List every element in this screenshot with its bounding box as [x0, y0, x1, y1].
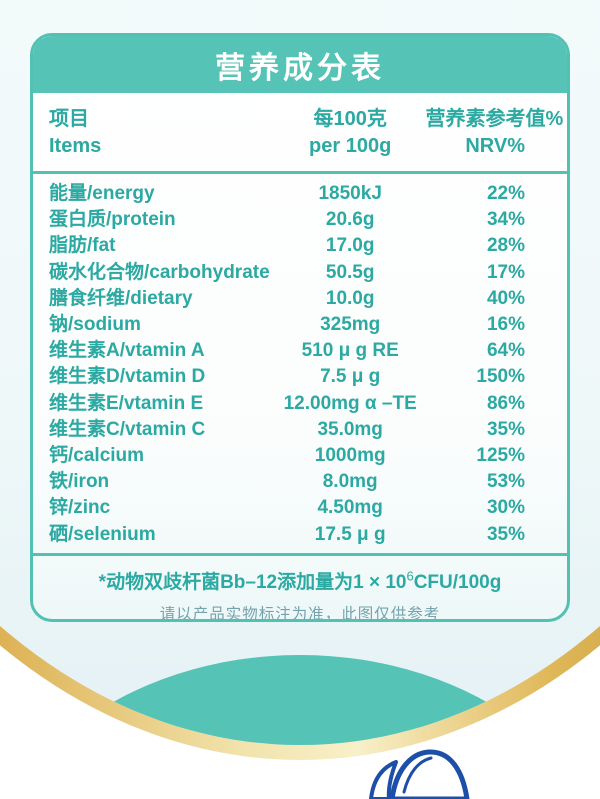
- column-nrv-en: NRV%: [465, 135, 525, 157]
- row-value: 8.0mg: [322, 471, 378, 493]
- footnote-superscript: 6: [406, 568, 414, 584]
- row-value: 10.0g: [325, 287, 375, 309]
- row-nrv: 150%: [476, 366, 525, 388]
- row-nrv: 35%: [486, 523, 525, 545]
- row-value: 35.0mg: [317, 418, 383, 440]
- table-row: 锌/zinc 4.50mg 30%: [49, 495, 551, 521]
- table-row: 维生素E/vtamin E 12.00mg α –TE 86%: [49, 391, 551, 417]
- column-header-items: 项目 Items: [49, 106, 275, 160]
- row-nrv: 17%: [486, 261, 525, 283]
- table-row: 钠/sodium 325mg 16%: [49, 312, 551, 338]
- row-value: 1000mg: [314, 445, 386, 467]
- row-nrv: 125%: [476, 445, 525, 467]
- row-item: 维生素D/vtamin D: [49, 366, 206, 388]
- table-row: 铁/iron 8.0mg 53%: [49, 469, 551, 495]
- column-per100g-en: per 100g: [309, 135, 392, 157]
- row-item: 蛋白质/protein: [49, 209, 176, 231]
- column-header-row: 项目 Items 每100克 per 100g 营养素参考值% NRV%: [33, 93, 567, 171]
- table-row: 维生素A/vtamin A 510 μ g RE 64%: [49, 338, 551, 364]
- row-nrv: 30%: [486, 497, 525, 519]
- row-value: 12.00mg α –TE: [283, 392, 417, 414]
- row-value: 325mg: [320, 314, 381, 336]
- column-nrv-zh: 营养素参考值%: [425, 108, 564, 130]
- row-nrv: 40%: [486, 287, 525, 309]
- footnote-text-suffix: CFU/100g: [413, 571, 502, 593]
- row-value: 510 μ g RE: [301, 340, 399, 362]
- column-header-per100g: 每100克 per 100g: [275, 106, 426, 160]
- header-divider: [33, 171, 567, 174]
- table-row: 蛋白质/protein 20.6g 34%: [49, 207, 551, 233]
- footer-divider: [33, 552, 567, 556]
- row-value: 4.50mg: [317, 497, 383, 519]
- row-nrv: 64%: [486, 340, 525, 362]
- row-item: 能量/energy: [49, 183, 155, 204]
- row-item: 脂肪/fat: [49, 235, 116, 257]
- table-row: 能量/energy 1850kJ 22%: [49, 181, 551, 207]
- row-item: 锌/zinc: [49, 497, 111, 519]
- row-value: 17.0g: [325, 235, 375, 257]
- table-row: 膳食纤维/dietary 10.0g 40%: [49, 286, 551, 312]
- table-row: 维生素D/vtamin D 7.5 μ g 150%: [49, 364, 551, 390]
- row-item: 膳食纤维/dietary: [49, 287, 193, 309]
- table-row: 钙/calcium 1000mg 125%: [49, 443, 551, 469]
- row-item: 维生素E/vtamin E: [49, 392, 204, 414]
- row-nrv: 34%: [486, 209, 525, 231]
- table-row: 脂肪/fat 17.0g 28%: [49, 233, 551, 259]
- table-row: 维生素C/vtamin C 35.0mg 35%: [49, 417, 551, 443]
- footnote-text: *动物双歧杆菌Bb–12添加量为1 × 10: [98, 571, 407, 593]
- column-items-en: Items: [49, 135, 102, 157]
- column-per100g-zh: 每100克: [313, 108, 387, 130]
- table-row: 碳水化合物/carbohydrate 50.5g 17%: [49, 260, 551, 286]
- row-nrv: 86%: [486, 392, 525, 414]
- column-header-nrv: 营养素参考值% NRV%: [425, 106, 564, 160]
- footnote-area: *动物双歧杆菌Bb–12添加量为1 × 106CFU/100g 请以产品实物标注…: [33, 567, 567, 622]
- card-title: 营养成分表: [215, 51, 385, 85]
- row-item: 维生素A/vtamin A: [49, 340, 205, 362]
- table-row: 硒/selenium 17.5 μ g 35%: [49, 522, 551, 548]
- row-nrv: 28%: [486, 235, 525, 257]
- column-items-zh: 项目: [49, 108, 89, 130]
- row-item: 钠/sodium: [49, 314, 141, 336]
- row-value: 20.6g: [325, 209, 375, 231]
- table-body: 能量/energy 1850kJ 22% 蛋白质/protein 20.6g 3…: [33, 174, 567, 553]
- row-item: 硒/selenium: [49, 523, 156, 545]
- row-value: 1850kJ: [318, 183, 382, 204]
- row-value: 50.5g: [325, 261, 375, 283]
- milk-splash-icon: [369, 749, 470, 799]
- disclaimer-text: 请以产品实物标注为准，此图仅供参考: [159, 605, 441, 622]
- row-item: 维生素C/vtamin C: [49, 418, 206, 440]
- nutrition-card: 营养成分表 项目 Items 每100克 per 100g 营养素参考值% NR…: [30, 33, 570, 622]
- row-value: 17.5 μ g: [314, 523, 386, 545]
- row-item: 碳水化合物/carbohydrate: [49, 261, 270, 283]
- row-value: 7.5 μ g: [320, 366, 381, 388]
- row-nrv: 53%: [486, 471, 525, 493]
- row-item: 铁/iron: [49, 471, 110, 493]
- row-nrv: 22%: [486, 183, 525, 204]
- row-nrv: 35%: [486, 418, 525, 440]
- row-nrv: 16%: [486, 314, 525, 336]
- card-header: 营养成分表: [33, 36, 567, 93]
- row-item: 钙/calcium: [49, 445, 145, 467]
- probiotic-footnote: *动物双歧杆菌Bb–12添加量为1 × 106CFU/100g: [33, 567, 567, 594]
